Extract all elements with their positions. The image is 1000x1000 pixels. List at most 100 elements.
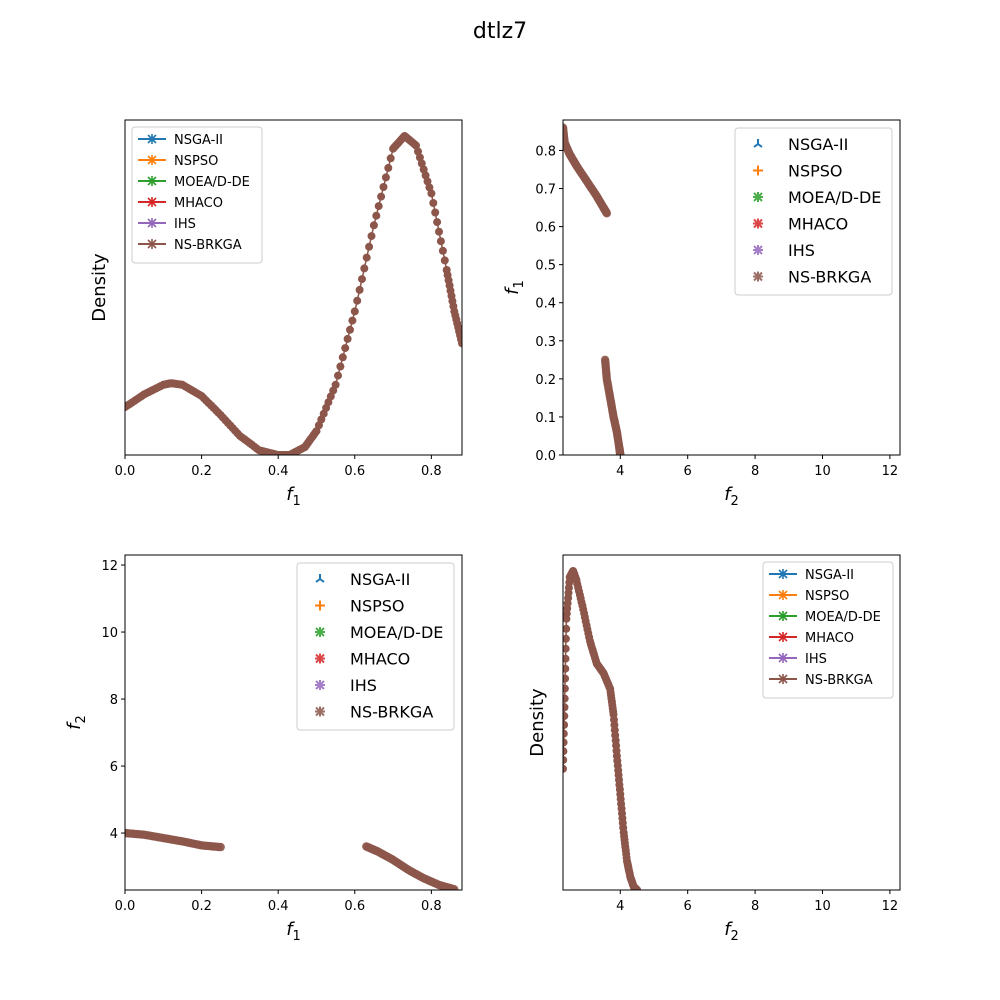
- legend-box: [734, 127, 893, 296]
- density-point: [355, 285, 364, 294]
- y-tick-label: 0.3: [535, 335, 556, 350]
- legend-label: IHS: [788, 241, 815, 260]
- density-point: [365, 242, 374, 251]
- legend-marker: [778, 632, 788, 642]
- scatter-point: [450, 885, 459, 890]
- legend-label: NS-BRKGA: [788, 268, 871, 287]
- density-point: [353, 296, 362, 305]
- y-tick-label: 0.7: [535, 183, 556, 198]
- legend-marker: [315, 706, 325, 717]
- y-axis-label: Density: [527, 688, 548, 757]
- legend-label: NSPSO: [174, 154, 218, 169]
- y-tick-label: 10: [101, 626, 118, 641]
- density-point: [563, 756, 568, 764]
- legend-marker: [753, 192, 763, 202]
- y-tick-label: 0.0: [535, 449, 556, 464]
- density-point: [563, 664, 570, 673]
- subplot-bottom-right: 4 6 8 10 12 f2 Density NSGA-II NSPSO MOEA/D-DE MHA…: [527, 554, 901, 944]
- y-tick-label: 12: [101, 559, 118, 574]
- legend-marker: [778, 611, 788, 621]
- subplot-top-right: 4 6 8 10 12 0.0 0.1 0.2 0.3 0.4 0.5 0.6 0.7 0.8 f2 f1 NS…: [502, 119, 901, 509]
- density-point: [350, 307, 359, 316]
- x-tick-label: 0.2: [191, 899, 212, 914]
- density-point: [563, 703, 569, 712]
- x-tick-label: 0.6: [344, 899, 365, 914]
- density-point: [563, 624, 571, 633]
- density-point: [563, 654, 570, 663]
- plot-area: [125, 828, 459, 890]
- x-tick-label: 0.2: [191, 464, 212, 479]
- density-point: [360, 264, 369, 273]
- x-tick-label: 0.8: [421, 899, 442, 914]
- density-point: [372, 211, 381, 220]
- legend-label: NSPSO: [788, 162, 843, 181]
- plot-area: [563, 123, 625, 455]
- legend-marker: [753, 165, 763, 176]
- x-tick-label: 0.6: [344, 464, 365, 479]
- legend-marker: [147, 197, 157, 207]
- x-tick-label: 8: [751, 464, 759, 479]
- x-tick-label: 12: [882, 899, 899, 914]
- density-point: [362, 253, 371, 262]
- density-point: [458, 339, 462, 348]
- density-point: [433, 218, 442, 227]
- legend-marker: [753, 218, 763, 229]
- y-tick-label: 6: [110, 760, 118, 775]
- y-tick-label: 8: [110, 693, 118, 708]
- density-point: [334, 371, 342, 380]
- density-point: [369, 221, 378, 230]
- scatter-point: [602, 209, 611, 218]
- density-point: [438, 246, 447, 255]
- legend-marker: [753, 271, 763, 282]
- legend-marker: [147, 218, 157, 228]
- legend-label: MOEA/D-DE: [805, 610, 881, 625]
- x-axis-label: f1: [286, 919, 301, 944]
- legend-marker: [778, 674, 788, 684]
- density-point: [563, 712, 569, 721]
- legend-label: MOEA/D-DE: [174, 175, 250, 190]
- legend-marker: [147, 155, 157, 165]
- density-point: [563, 764, 567, 773]
- legend-marker: [147, 176, 157, 186]
- y-axis-label: Density: [89, 253, 110, 322]
- legend-marker: [753, 245, 763, 255]
- density-point: [358, 275, 366, 284]
- scatter-point: [216, 842, 225, 852]
- x-tick-label: 4: [616, 899, 624, 914]
- subplot-grid: 0.0 0.2 0.4 0.6 0.8 f1 Density NSGA-II NSPSO MOEA…: [64, 119, 901, 944]
- legend-marker: [147, 134, 157, 144]
- axes-frame: [562, 119, 901, 456]
- legend: NSGA-II NSPSO MOEA/D-DE MHACO IHS NS-BRKGA: [131, 126, 263, 264]
- y-tick-label: 0.8: [535, 144, 556, 159]
- legend-marker: [778, 590, 788, 600]
- legend-marker: [778, 653, 788, 663]
- density-point: [563, 738, 568, 747]
- legend-label: MHACO: [350, 650, 410, 669]
- legend-label: NSGA-II: [805, 568, 854, 583]
- density-point: [374, 202, 383, 211]
- density-point: [563, 644, 570, 653]
- x-axis-label: f1: [286, 484, 301, 509]
- y-tick-label: 0.2: [535, 373, 556, 388]
- density-point: [331, 380, 340, 389]
- density-point: [563, 674, 570, 683]
- legend-marker: [315, 653, 325, 664]
- y-axis-label: f1: [502, 280, 527, 295]
- legend-label: MOEA/D-DE: [788, 188, 881, 207]
- legend-marker: [315, 680, 325, 690]
- legend-label: NSGA-II: [350, 570, 410, 589]
- legend-label: NSGA-II: [788, 135, 848, 154]
- y-tick-label: 0.5: [535, 259, 556, 274]
- plot-area: [563, 567, 642, 890]
- legend: NSGA-II NSPSO MOEA/D-DE MHACO IHS NS-BRKGA: [296, 562, 455, 731]
- legend-marker: [778, 569, 788, 579]
- density-point: [341, 344, 350, 353]
- legend-marker: [147, 239, 157, 249]
- axes-frame: [124, 554, 463, 891]
- legend-marker: [315, 574, 325, 583]
- y-tick-label: 0.6: [535, 221, 556, 236]
- density-point: [343, 334, 352, 343]
- axes-frame: [562, 554, 901, 891]
- density-point: [417, 159, 426, 168]
